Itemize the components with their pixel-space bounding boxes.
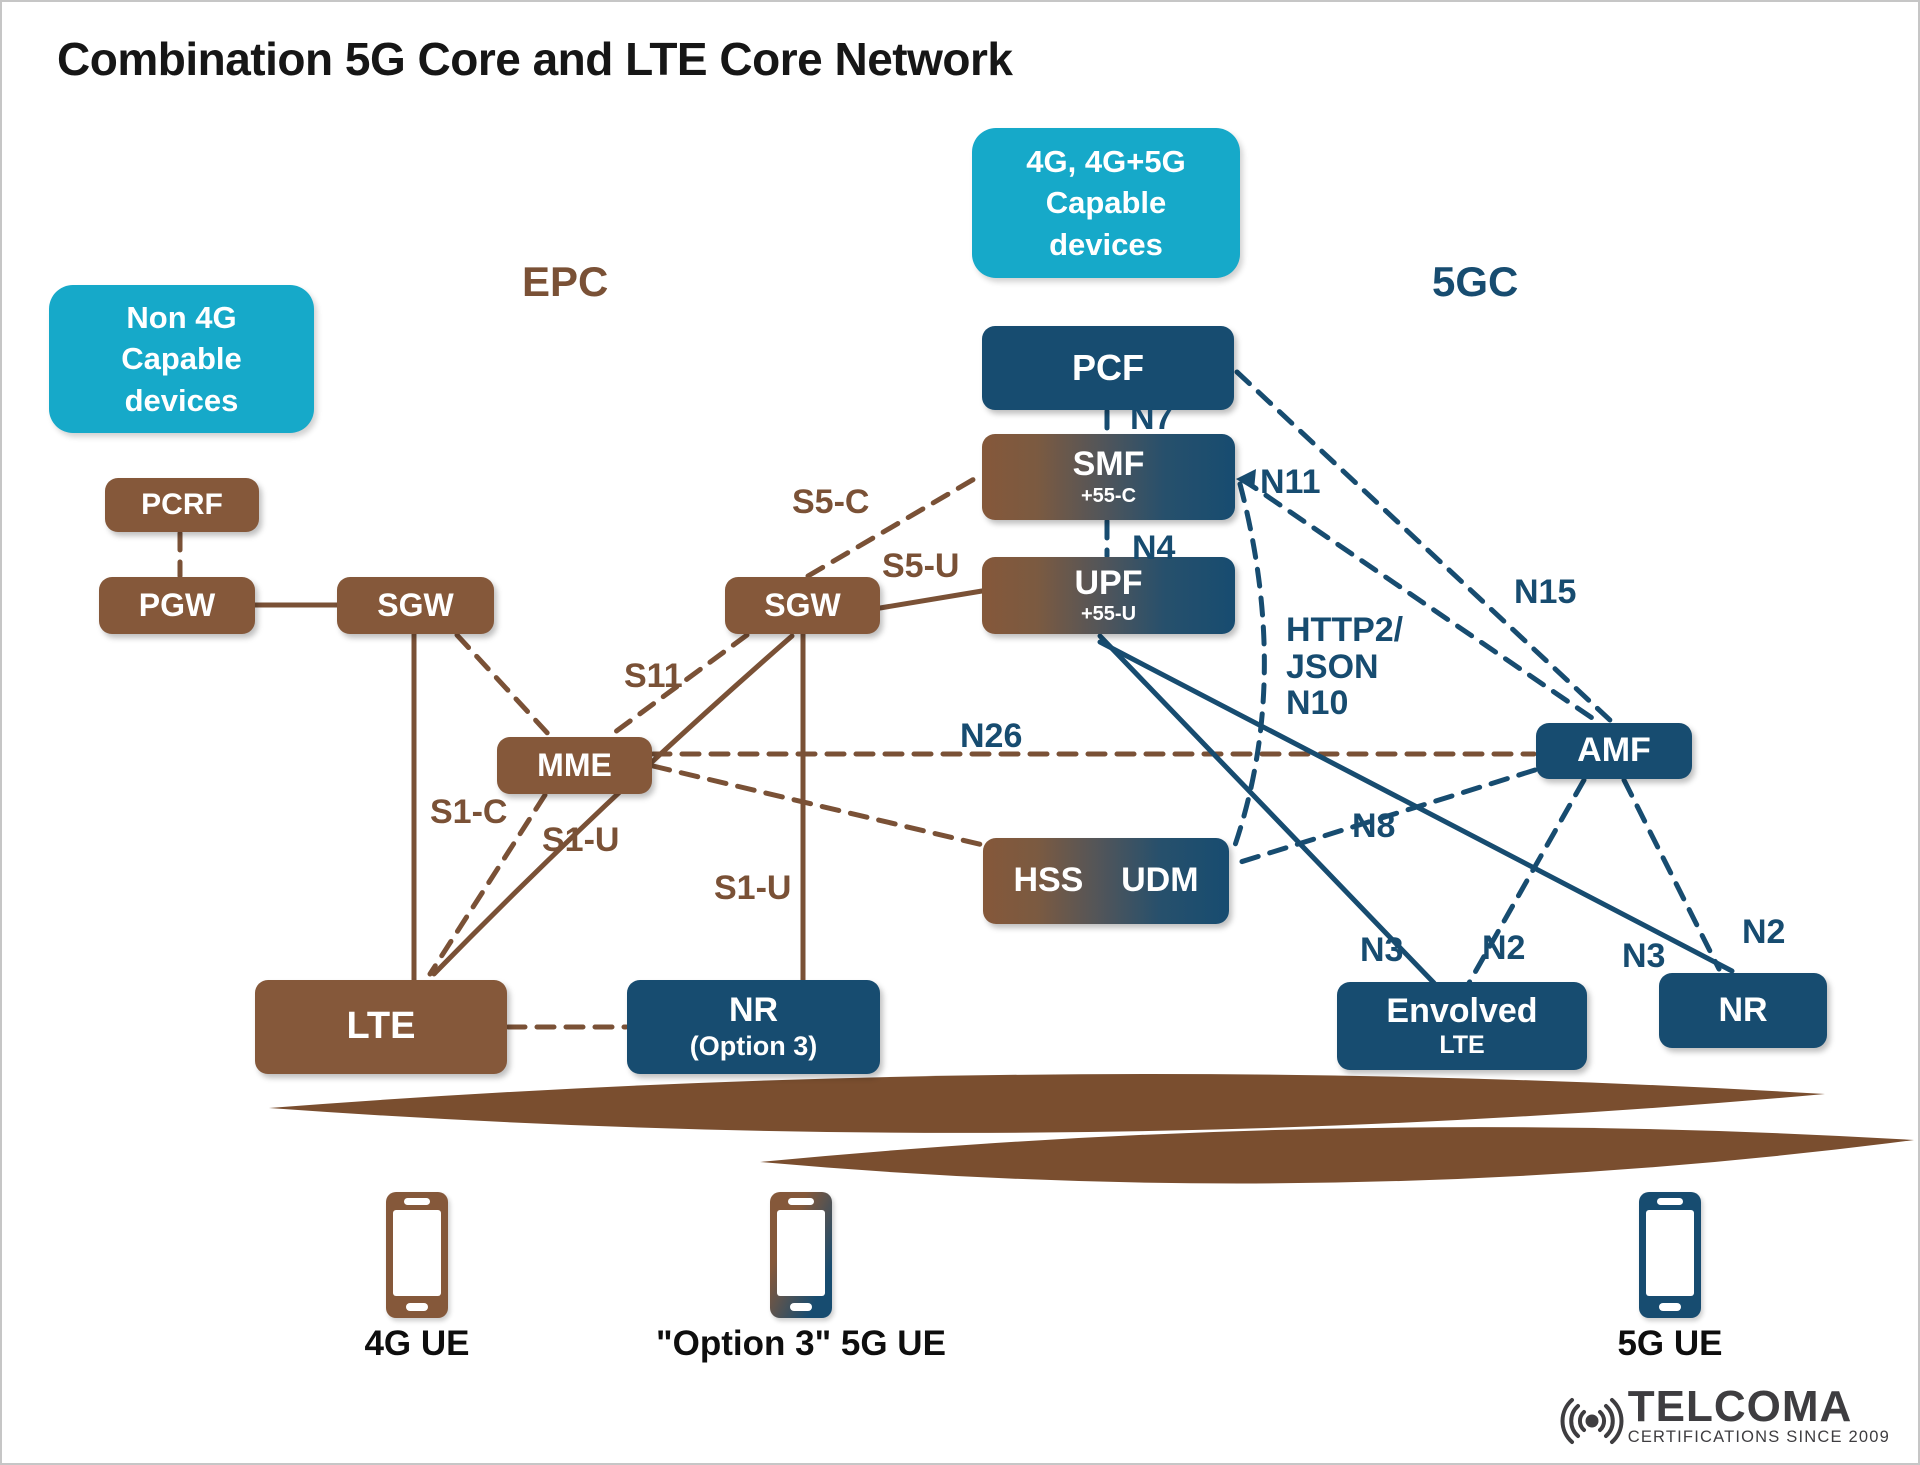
option3-5g-ue-phone-spk <box>788 1198 814 1205</box>
edge-mme-hss <box>650 763 986 848</box>
node-label-mme: MME <box>537 746 612 783</box>
coverage-epc-ellipse <box>269 1074 1825 1133</box>
5g-ue-phone-btn <box>1659 1303 1681 1311</box>
interface-label-s1-u-mid: S1-U <box>714 869 792 907</box>
edge-amf-envlte-n2 <box>1466 777 1587 986</box>
zone-label-epc: EPC <box>522 258 609 305</box>
node-sublabel-envolved-lte: LTE <box>1439 1031 1485 1060</box>
edge-mme-lte-s1c <box>427 792 548 977</box>
device-label-5g-ue: 5G UE <box>1617 1324 1723 1363</box>
node-label-pcrf: PCRF <box>141 488 223 522</box>
interface-label-n2-nr: N2 <box>1742 913 1786 951</box>
node-pgw: PGW <box>99 577 255 634</box>
4g-ue-phone-scr <box>393 1210 441 1296</box>
callout-non-4g-devices: Non 4G Capable devices <box>49 285 314 433</box>
n11-arrowhead-icon <box>1236 469 1256 490</box>
option3-5g-ue-phone-icon <box>770 1192 832 1318</box>
edge-sgw2-mme-s11 <box>604 632 750 741</box>
interface-label-s5-u: S5-U <box>882 547 960 585</box>
node-label-nr-right: NR <box>1718 990 1768 1029</box>
logo-tagline: CERTIFICATIONS SINCE 2009 <box>1627 1428 1890 1447</box>
node-upf: UPF +55-U <box>982 557 1235 634</box>
4g-ue-phone-icon <box>386 1192 448 1318</box>
edge-sgw-lte-curve <box>431 633 795 977</box>
device-label-option3-5g-ue: "Option 3" 5G UE <box>656 1324 946 1363</box>
device-label-4g-ue: 4G UE <box>364 1324 470 1363</box>
node-hss-udm: HSS UDM <box>983 838 1229 924</box>
interface-label-n26: N26 <box>960 717 1023 755</box>
node-label-pgw: PGW <box>138 586 216 623</box>
edge-amf-udm-n8 <box>1228 767 1538 868</box>
edge-sgw1-mme-s11 <box>454 632 555 741</box>
interface-label-http2-json-n10: HTTP2/ JSON N10 <box>1286 611 1404 723</box>
node-sublabel-smf: +55-C <box>1080 484 1137 507</box>
node-label-sgw-mid: SGW <box>764 586 841 623</box>
node-amf: AMF <box>1536 723 1692 779</box>
node-label-pcf: PCF <box>1072 347 1144 389</box>
node-lte: LTE <box>255 980 507 1074</box>
edge-upf-envlte-n3 <box>1097 633 1437 986</box>
interface-label-s5-c: S5-C <box>792 483 870 521</box>
callout-4g-4g5g-devices: 4G, 4G+5G Capable devices <box>972 128 1240 278</box>
interface-label-n3-envlte: N3 <box>1360 931 1404 969</box>
node-sublabel-upf: +55-U <box>1080 603 1137 626</box>
interface-label-n4: N4 <box>1132 529 1176 567</box>
interface-label-s11: S11 <box>624 657 683 695</box>
node-pcf: PCF <box>982 326 1234 410</box>
node-envolved-lte: Envolved LTE <box>1337 982 1587 1070</box>
edge-smf-udm-n10 <box>1230 481 1267 854</box>
interface-label-n8: N8 <box>1352 807 1396 845</box>
interface-label-n7: N7 <box>1130 399 1174 437</box>
node-label-sgw-left: SGW <box>377 586 454 623</box>
node-nr-right: NR <box>1659 973 1827 1048</box>
logo-brand: TELCOMA <box>1627 1381 1853 1431</box>
radio-signal-icon <box>1560 1398 1624 1444</box>
node-label-hss-udm: HSS UDM <box>1013 861 1199 900</box>
node-sublabel-nr-option3: (Option 3) <box>689 1031 818 1062</box>
interface-label-n3-nr: N3 <box>1622 937 1666 975</box>
5g-ue-phone-scr <box>1646 1210 1694 1296</box>
edge-sgw-upf-s5u <box>877 588 985 611</box>
interface-label-n2-envlte: N2 <box>1482 929 1526 967</box>
option3-5g-ue-phone-btn <box>790 1303 812 1311</box>
node-pcrf: PCRF <box>105 478 259 532</box>
node-sgw-mid: SGW <box>725 577 880 634</box>
5g-ue-phone-spk <box>1657 1198 1683 1205</box>
node-mme: MME <box>497 737 652 794</box>
interface-label-n15: N15 <box>1514 573 1577 611</box>
4g-ue-phone-spk <box>404 1198 430 1205</box>
edge-amf-nr-n2 <box>1621 777 1722 972</box>
option3-5g-ue-phone-scr <box>777 1210 825 1296</box>
node-label-nr-option3: NR <box>728 991 779 1030</box>
page-title: Combination 5G Core and LTE Core Network <box>57 33 1013 85</box>
coverage-5gc-ellipse <box>760 1127 1914 1184</box>
interface-label-s1-c: S1-C <box>430 793 508 831</box>
edge-sgw2-smf-s5c <box>805 472 984 579</box>
edge-pcf-amf-n15 <box>1234 369 1615 725</box>
edge-smf-amf-n11 <box>1239 476 1601 725</box>
node-label-lte: LTE <box>346 1005 416 1048</box>
4g-ue-phone-btn <box>406 1303 428 1311</box>
node-nr-option3: NR (Option 3) <box>627 980 880 1074</box>
node-smf: SMF +55-C <box>982 434 1235 520</box>
node-label-smf: SMF <box>1072 445 1145 484</box>
5g-ue-phone-icon <box>1639 1192 1701 1318</box>
node-label-amf: AMF <box>1577 731 1651 770</box>
node-sgw-left: SGW <box>337 577 494 634</box>
interface-label-n11: N11 <box>1260 463 1321 501</box>
interface-label-s1-u-left: S1-U <box>542 821 620 859</box>
node-label-upf: UPF <box>1074 563 1143 602</box>
zone-label-5gc: 5GC <box>1432 258 1519 305</box>
telcoma-logo: TELCOMA CERTIFICATIONS SINCE 2009 <box>1560 1381 1890 1449</box>
node-label-envolved-lte: Envolved <box>1386 991 1538 1030</box>
